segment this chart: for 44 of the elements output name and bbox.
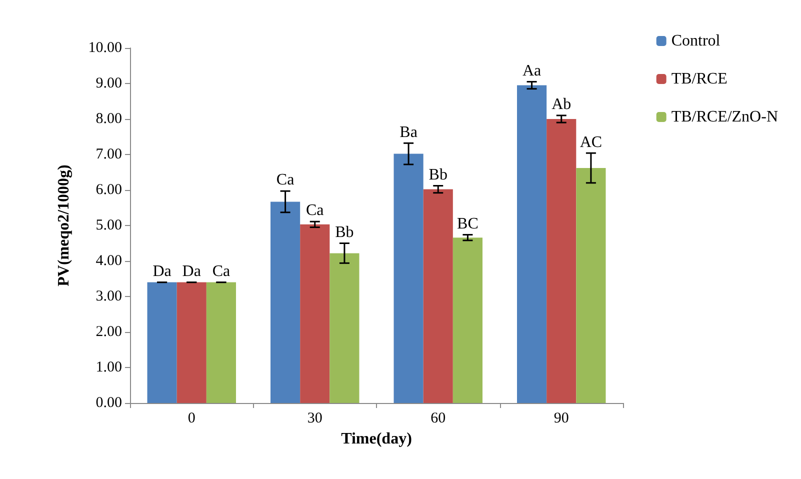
- y-axis-title: PV(meqo2/1000g): [56, 164, 72, 286]
- bar: [423, 189, 453, 403]
- y-tick-label: 10.00: [88, 40, 122, 56]
- x-tick-label: 90: [554, 410, 569, 426]
- legend-label: Control: [671, 32, 721, 50]
- data-label: BC: [457, 215, 478, 232]
- y-tick-label: 2.00: [96, 324, 122, 340]
- legend-label: TB/RCE/ZnO-N: [671, 108, 778, 126]
- data-label: Ab: [552, 96, 572, 113]
- data-label: AC: [580, 134, 602, 151]
- bar: [176, 282, 206, 403]
- bar: [517, 85, 547, 403]
- bar: [270, 202, 300, 403]
- bar: [300, 224, 330, 403]
- data-label: Ca: [276, 172, 294, 189]
- legend-label: TB/RCE: [671, 70, 728, 88]
- y-tick-label: 5.00: [96, 218, 122, 234]
- data-label: Da: [152, 262, 172, 280]
- bar: [147, 282, 177, 403]
- x-tick-label: 0: [188, 410, 196, 426]
- bar: [394, 154, 424, 403]
- y-tick-label: 8.00: [96, 111, 122, 127]
- data-label: Bb: [428, 166, 448, 184]
- bar: [546, 119, 576, 403]
- x-tick-label: 30: [307, 410, 322, 426]
- bar: [576, 168, 606, 403]
- y-tick-label: 3.00: [96, 288, 122, 304]
- data-label: Bb: [335, 224, 354, 241]
- y-tick-label: 1.00: [96, 360, 122, 376]
- x-axis-title: Time(day): [341, 430, 412, 448]
- data-label: Ca: [212, 262, 230, 280]
- data-label: Ca: [306, 202, 324, 220]
- y-tick-label: 4.00: [96, 253, 122, 269]
- y-tick-label: 9.00: [96, 76, 122, 92]
- bar: [452, 238, 482, 403]
- data-label: Aa: [522, 62, 542, 80]
- y-tick-label: 0.00: [96, 395, 122, 411]
- y-tick-label: 7.00: [96, 146, 122, 162]
- bar: [206, 282, 236, 403]
- y-tick-label: 6.00: [96, 182, 122, 198]
- data-label: Ba: [400, 124, 418, 141]
- bar: [330, 253, 360, 403]
- x-tick-label: 60: [430, 410, 446, 426]
- data-label: Da: [182, 262, 201, 280]
